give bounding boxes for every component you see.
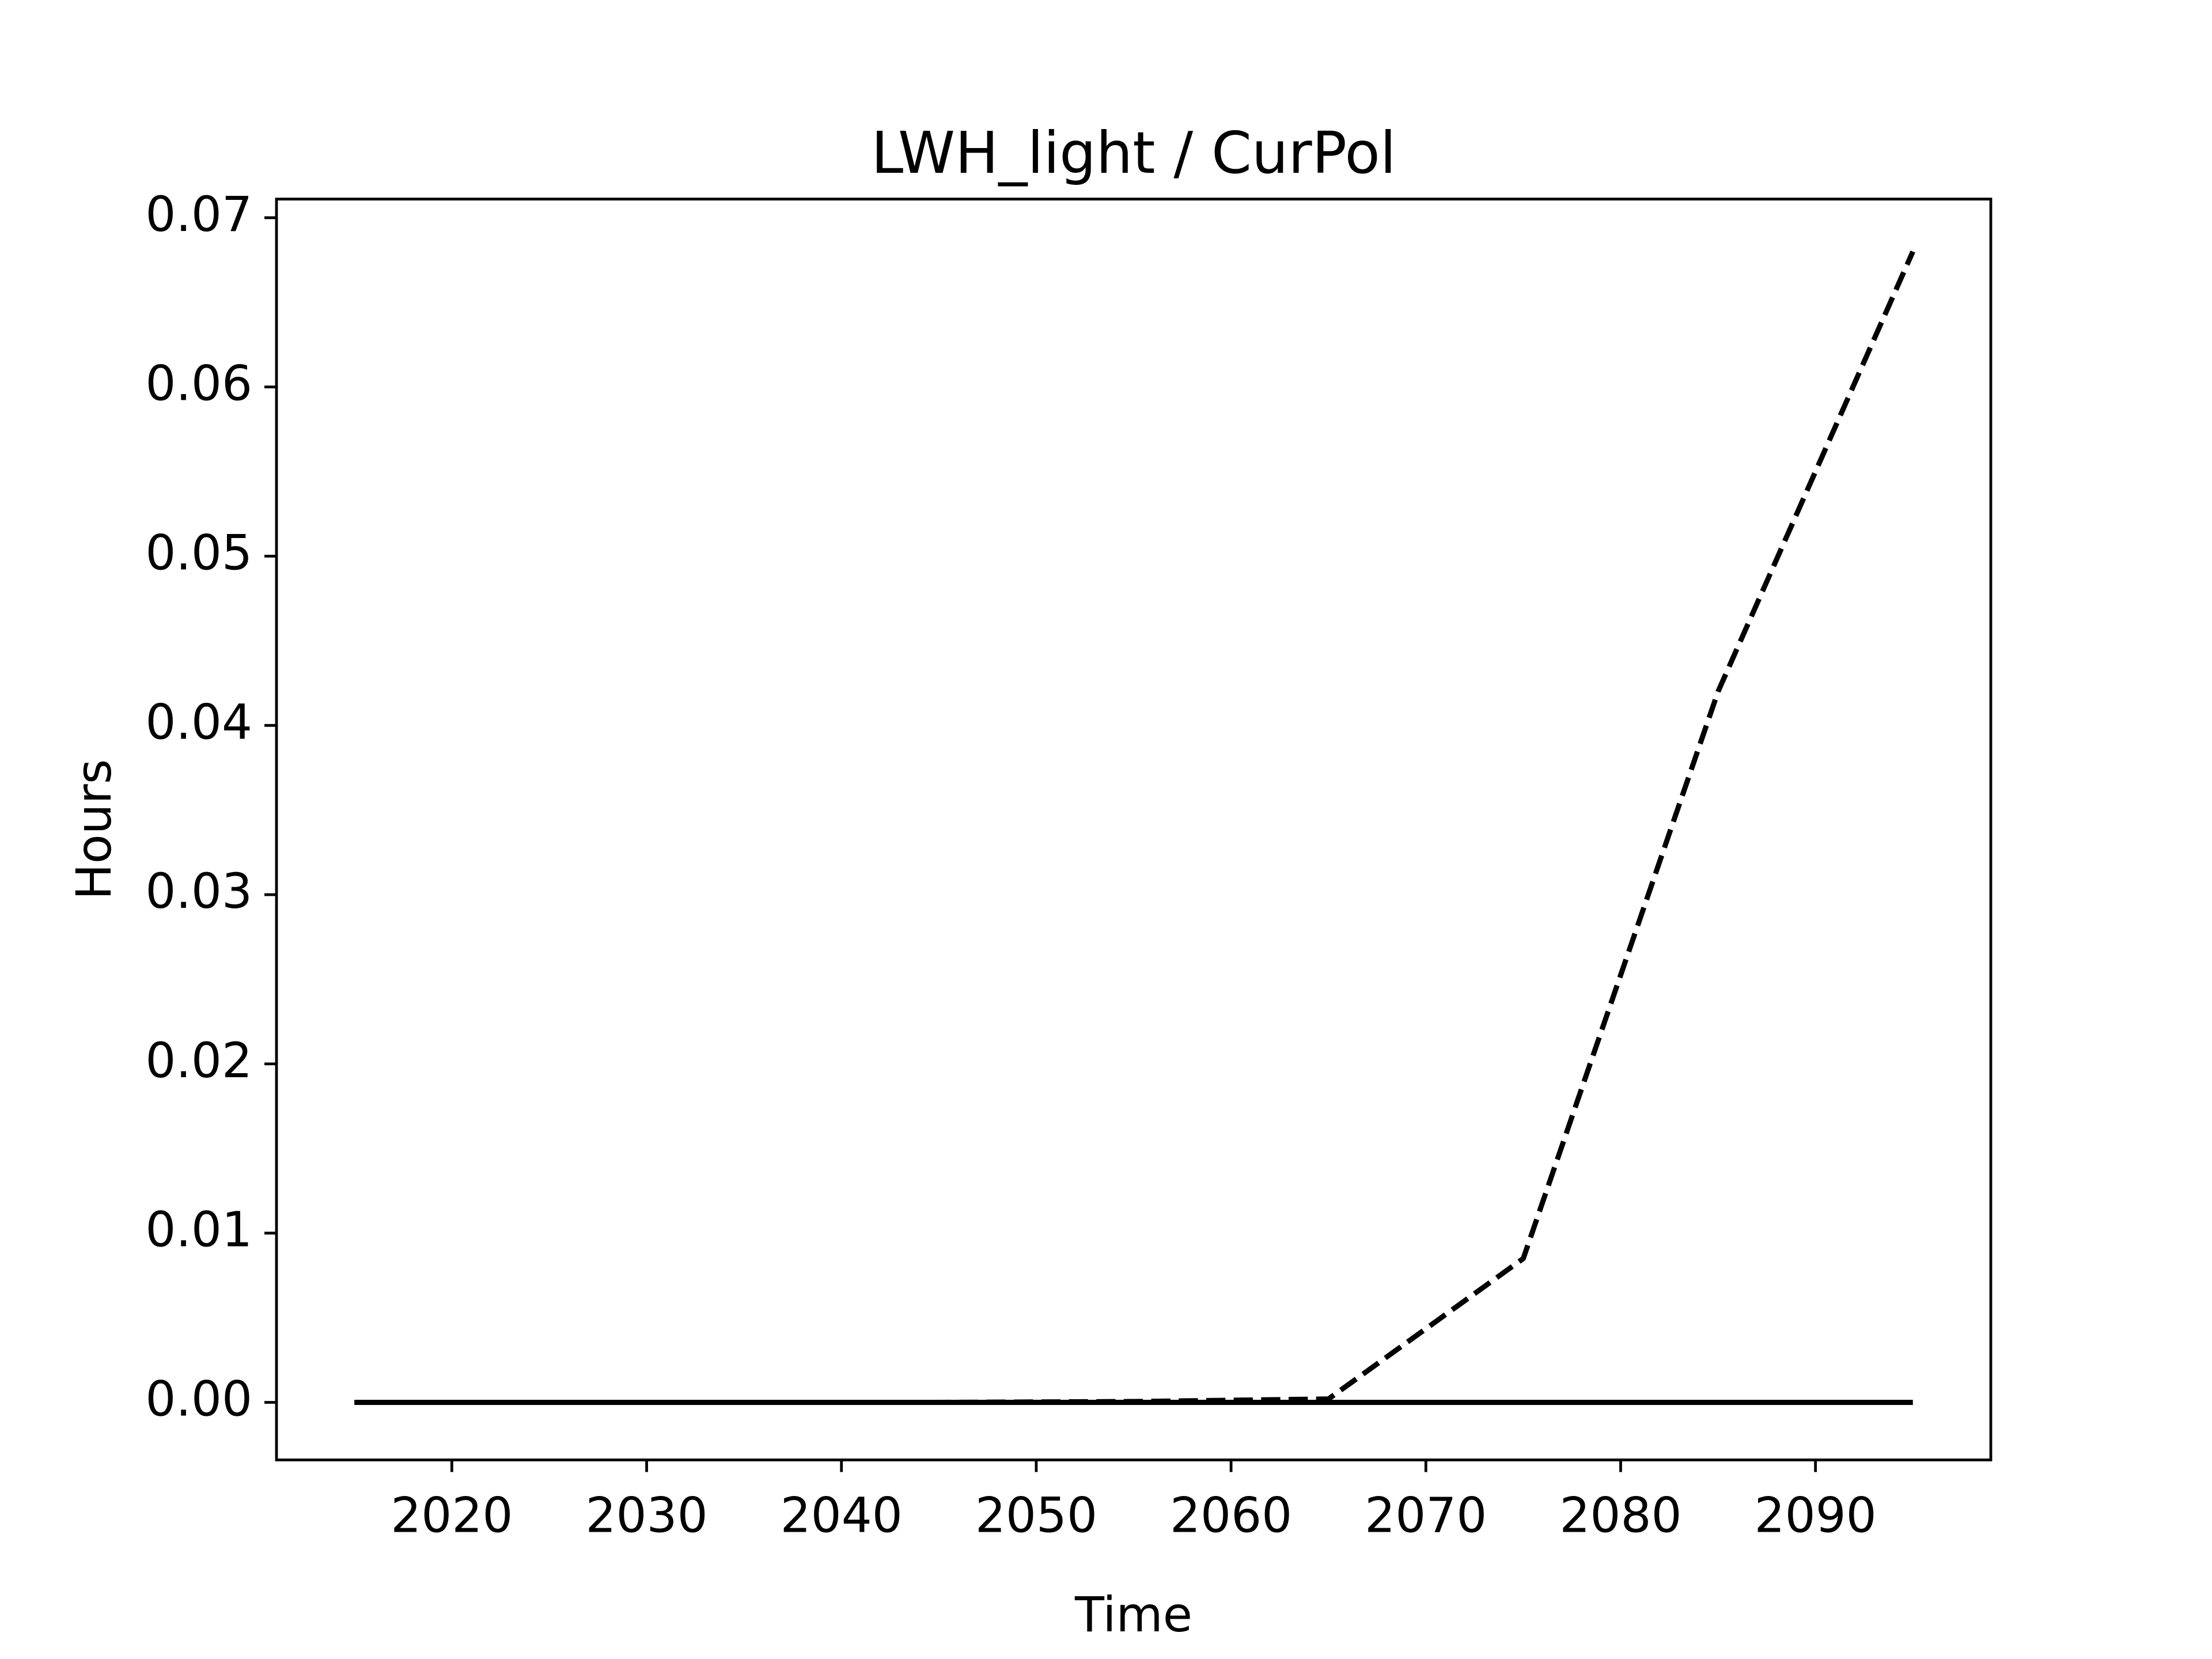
y-tick-label: 0.02 (145, 1033, 252, 1089)
y-tick-label: 0.04 (145, 694, 252, 750)
x-tick-label: 2050 (975, 1487, 1097, 1543)
chart-title: LWH_light / CurPol (871, 119, 1396, 187)
y-tick-label: 0.05 (145, 525, 252, 581)
x-tick-label: 2090 (1755, 1487, 1877, 1543)
x-tick-label: 2030 (585, 1487, 707, 1543)
y-tick-label: 0.00 (145, 1371, 252, 1427)
y-tick-label: 0.03 (145, 863, 252, 919)
x-tick-label: 2060 (1170, 1487, 1292, 1543)
x-axis-label: Time (1074, 1587, 1192, 1643)
x-tick-label: 2020 (391, 1487, 513, 1543)
y-axis-label: Hours (66, 759, 122, 900)
y-tick-label: 0.01 (145, 1202, 252, 1258)
x-tick-label: 2040 (781, 1487, 903, 1543)
x-tick-label: 2070 (1365, 1487, 1487, 1543)
x-tick-label: 2080 (1559, 1487, 1681, 1543)
y-tick-label: 0.06 (145, 356, 252, 412)
plot-frame (275, 198, 1993, 1461)
y-tick-label: 0.07 (145, 187, 252, 243)
